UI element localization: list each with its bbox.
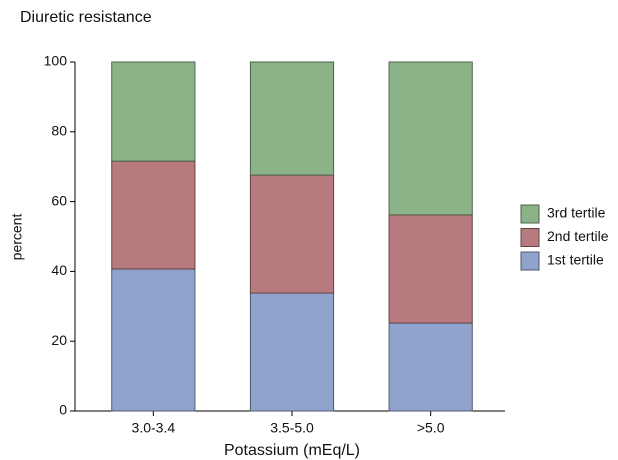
bar-segment [388,61,473,216]
y-tick-label: 80 [51,123,67,139]
legend-label: 1st tertile [547,252,604,268]
y-tick-label: 20 [51,332,67,348]
y-tick-label: 100 [44,53,68,69]
bar-segment [388,214,473,324]
bar-segment [111,268,196,412]
legend-label: 3rd tertile [547,205,606,221]
legend-swatch [520,251,540,271]
bar-segment [111,61,196,162]
x-tick-label: 3.0-3.4 [132,420,176,436]
legend-swatch [520,228,540,247]
legend-label: 2nd tertile [547,228,609,244]
x-tick-label: >5.0 [417,420,445,436]
y-tick-label: 40 [51,262,67,278]
legend-swatch [520,204,540,224]
y-tick-label: 60 [51,192,67,208]
y-tick-label: 0 [59,402,67,418]
chart-title: Diuretic resistance [20,9,152,26]
bar-segment [249,292,335,412]
y-axis-label: percent [9,214,25,261]
bar-segment [249,174,335,294]
bar-segment [249,61,335,176]
bar-segment [111,160,196,270]
bar-segment [388,322,473,412]
x-tick-label: 3.5-5.0 [270,420,314,436]
x-axis-label: Potassium (mEq/L) [224,442,360,459]
